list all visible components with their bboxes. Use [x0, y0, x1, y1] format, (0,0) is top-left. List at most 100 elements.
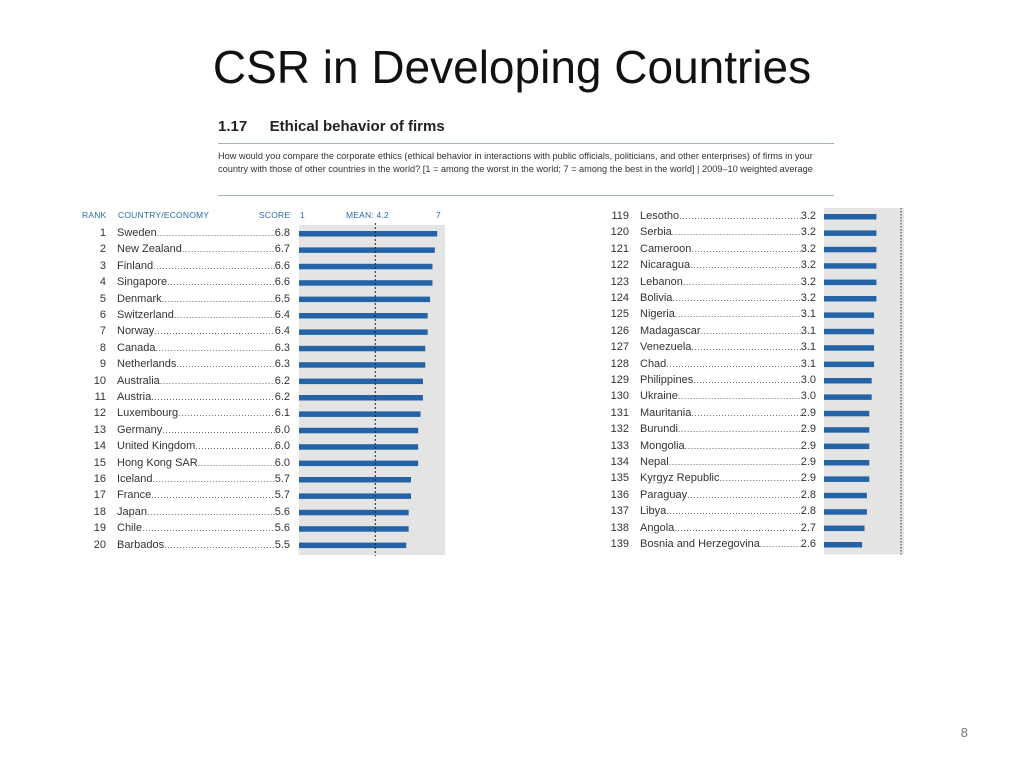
leader-dots: ........................................… [178, 408, 275, 419]
leader-dots: ........................................… [691, 243, 801, 254]
figure-title: Ethical behavior of firms [269, 118, 445, 135]
country-row: Norway .................................… [117, 323, 290, 339]
country-row: Mauritania .............................… [640, 405, 816, 421]
country-row: Philippines ............................… [640, 372, 816, 388]
score-label: 6.0 [274, 456, 290, 469]
country-name: Barbados [117, 538, 165, 551]
country-name: Singapore [117, 276, 168, 289]
country-name: Libya [640, 505, 667, 518]
bar-chile [299, 526, 409, 532]
score-label: 6.4 [274, 309, 290, 321]
country-name: Sweden [117, 227, 157, 239]
rank-label: 139 [610, 538, 629, 550]
bar-mongolia [824, 443, 870, 450]
country-name: Burundi [640, 423, 678, 436]
bar-mauritania [824, 410, 870, 417]
country-name: Germany [117, 423, 163, 436]
leader-dots: ........................................… [156, 228, 275, 238]
rank-label: 134 [610, 456, 629, 468]
slide-title: CSR in Developing Countries [212, 41, 812, 93]
score-label: 5.6 [274, 522, 290, 535]
leader-dots: ........................................… [693, 375, 801, 385]
rank-label: 125 [610, 308, 629, 321]
rank-label: 7 [99, 325, 106, 338]
bar-switzerland [299, 313, 428, 319]
country-row: Chad ...................................… [640, 356, 816, 372]
score-label: 5.6 [274, 505, 290, 518]
bar-austria [299, 395, 423, 401]
country-header: COUNTRY/ECONOMY [118, 210, 210, 220]
leader-dots: ........................................… [151, 392, 275, 402]
leader-dots: ........................................… [146, 506, 275, 517]
country-row: Ukraine ................................… [640, 388, 816, 404]
score-label: 6.0 [274, 440, 290, 453]
score-label: 6.8 [274, 227, 290, 239]
score-label: 3.2 [800, 210, 816, 222]
country-name: Madagascar [640, 324, 701, 337]
leader-dots: ........................................… [719, 473, 801, 484]
country-row: Libya ..................................… [640, 503, 816, 519]
mean-label: MEAN: 4.2 [346, 210, 389, 220]
score-label: 3.2 [800, 226, 816, 239]
country-row: Kyrgyz Republic ........................… [640, 470, 816, 486]
score-label: 2.9 [800, 423, 816, 436]
country-name: Bosnia and Herzegovina [640, 538, 760, 550]
country-row: Burundi ................................… [640, 421, 816, 437]
leader-dots: ........................................… [176, 359, 275, 370]
country-name: Switzerland [117, 309, 174, 321]
rank-label: 127 [610, 341, 629, 354]
score-label: 6.2 [274, 391, 290, 403]
country-row: Germany ................................… [117, 422, 290, 438]
bar-lebanon [824, 279, 877, 286]
country-row: Netherlands ............................… [117, 356, 290, 372]
country-row: Luxembourg .............................… [117, 405, 290, 421]
score-label: 5.7 [274, 489, 290, 502]
rank-label: 12 [93, 407, 106, 420]
country-row: Madagascar .............................… [640, 323, 816, 339]
bar-philippines [824, 378, 872, 384]
bar-hong-kong-sar [299, 460, 419, 467]
bar-united-kingdom [299, 444, 419, 450]
bar-barbados [299, 542, 407, 549]
question-rule [218, 195, 834, 196]
country-row: Australia ..............................… [117, 373, 290, 389]
country-row: Cameroon ...............................… [640, 241, 816, 257]
country-row: Angola .................................… [640, 520, 816, 536]
rank-label: 6 [99, 309, 106, 321]
leader-dots: ........................................… [687, 489, 801, 500]
axis-max-label: 7 [436, 210, 441, 220]
bar-ukraine [824, 394, 872, 400]
country-row: Denmark ................................… [117, 291, 290, 307]
country-name: Australia [117, 374, 160, 387]
survey-question: How would you compare the corporate ethi… [218, 151, 813, 174]
rank-label: 119 [611, 210, 629, 222]
leader-dots: ........................................… [691, 407, 801, 418]
bar-canada [299, 345, 426, 352]
country-row: Venezuela ..............................… [640, 339, 816, 355]
country-name: Norway [117, 325, 155, 338]
rank-label: 2 [99, 243, 106, 256]
country-row: Chile ..................................… [117, 520, 290, 536]
rank-label: 124 [610, 292, 629, 304]
country-row: Bosnia and Herzegovina .................… [640, 536, 816, 552]
leader-dots: ........................................… [677, 391, 801, 402]
leader-dots: ........................................… [155, 342, 275, 353]
country-row: Lesotho ................................… [640, 208, 816, 224]
bar-bosnia-and-herzegovina [824, 542, 863, 548]
country-row: Singapore ..............................… [117, 274, 290, 290]
score-label: 2.9 [800, 472, 816, 485]
figure-heading: 1.17 Ethical behavior of firms [218, 118, 834, 136]
rank-label: 18 [93, 505, 106, 518]
leader-dots: ........................................… [173, 310, 275, 320]
bar-sweden [299, 231, 438, 237]
country-name: Nigeria [640, 308, 675, 321]
country-row: Nepal ..................................… [640, 454, 816, 470]
rank-label: 121 [610, 242, 629, 255]
country-name: Mongolia [640, 439, 685, 452]
leader-dots: ........................................… [142, 523, 275, 534]
leader-dots: ........................................… [161, 293, 275, 304]
bar-nigeria [824, 312, 875, 318]
rank-label: 14 [93, 440, 106, 453]
leader-dots: ........................................… [700, 325, 801, 336]
